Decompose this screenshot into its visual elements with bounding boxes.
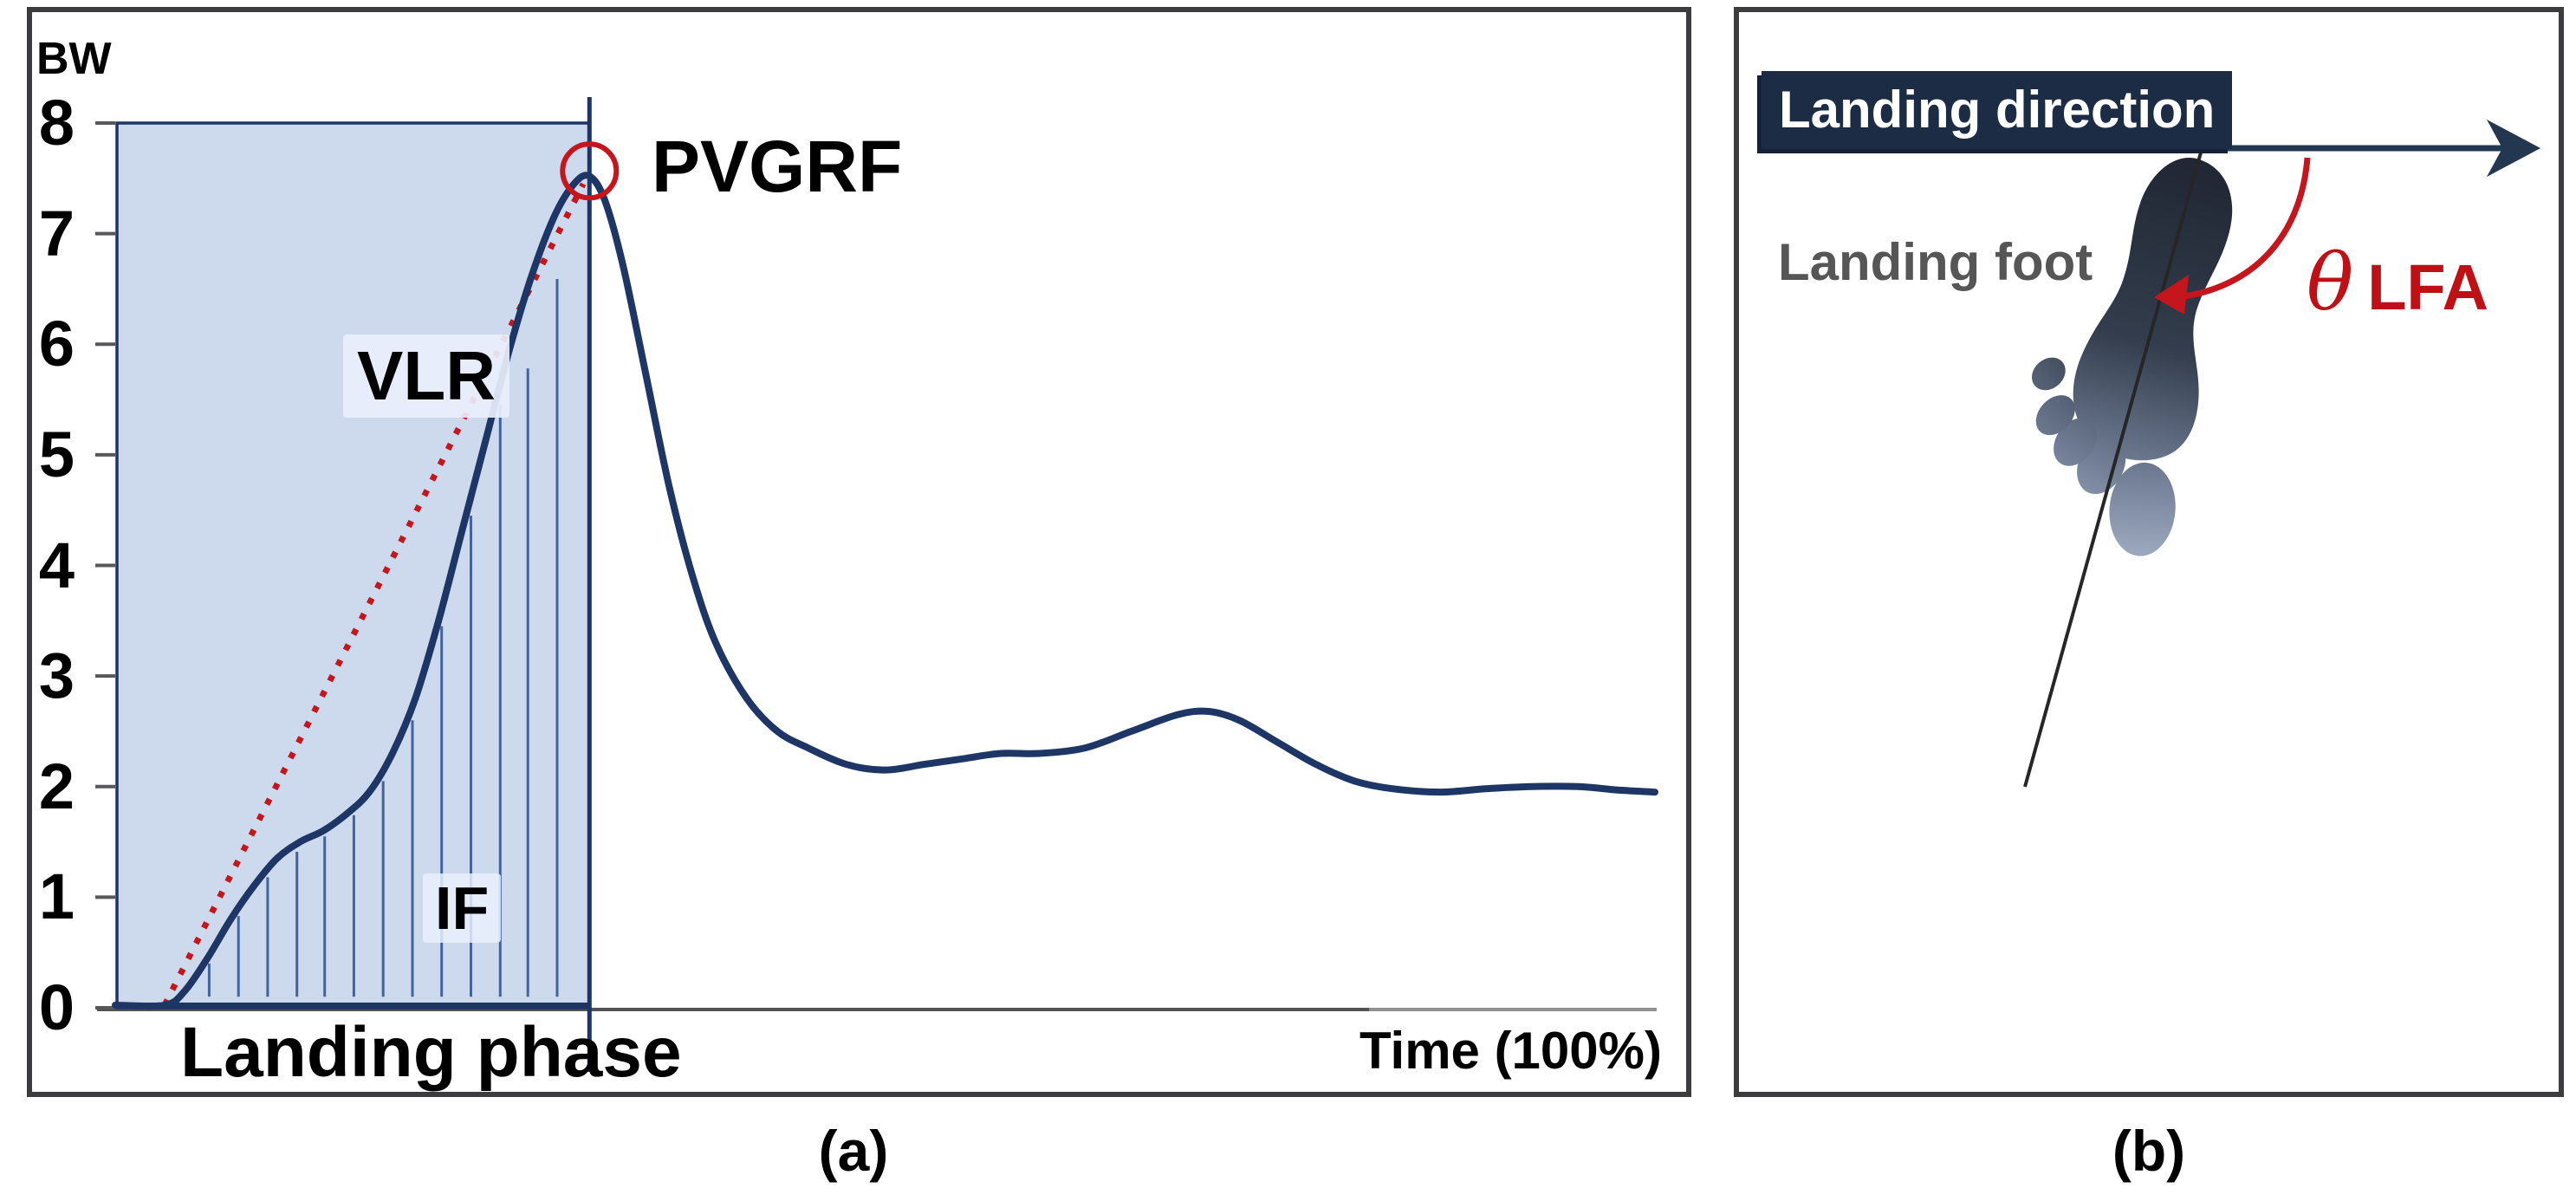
y-tick-label-3: 3: [38, 639, 75, 711]
y-tick-label-2: 2: [38, 750, 75, 822]
footprint-big-toe: [2109, 462, 2176, 556]
grf-curve: [112, 172, 1658, 1010]
footprint-sole: [2073, 158, 2233, 461]
grf-chart: [95, 97, 1658, 1072]
theta-symbol: θ: [2307, 237, 2354, 328]
footprint-toe-5: [2031, 357, 2066, 391]
footprint-toe-3: [2054, 418, 2097, 466]
landing-foot-label: Landing foot: [1778, 233, 2093, 291]
footprint: [2031, 158, 2233, 556]
pvgrf-annotation-label: PVGRF: [652, 126, 903, 207]
y-tick-label-1: 1: [38, 860, 75, 932]
caption-panel-b: (b): [2112, 1119, 2186, 1183]
x-axis-label: Time (100%): [1359, 1022, 1662, 1080]
vlr-dotted-line: [161, 182, 587, 1007]
lfa-angle-arc: [2179, 157, 2311, 301]
y-axis-ticks: [95, 121, 115, 1009]
lfa-arc-arrowhead-icon: [2154, 275, 2189, 315]
y-tick-label-6: 6: [38, 308, 75, 380]
foot-axis-line: [2023, 136, 2207, 788]
y-axis-unit-label: BW: [36, 34, 112, 84]
landing-direction-label: Landing direction: [1762, 71, 2233, 149]
lfa-angle-label: θ LFA: [2307, 244, 2488, 327]
landing-direction-arrowhead-icon: [2487, 120, 2540, 177]
footprint-toe-4: [2035, 395, 2075, 436]
pvgrf-marker-circle: [560, 141, 620, 201]
y-tick-label-7: 7: [38, 198, 75, 269]
y-tick-label-4: 4: [38, 529, 75, 601]
lfa-text: LFA: [2367, 251, 2488, 323]
y-tick-label-8: 8: [38, 87, 75, 159]
vlr-annotation-label: VLR: [343, 334, 509, 418]
landing-foot-diagram: [1763, 120, 2540, 788]
y-tick-label-5: 5: [38, 419, 75, 490]
y-tick-label-0: 0: [38, 971, 75, 1043]
landing-phase-label: Landing phase: [180, 1013, 682, 1092]
if-annotation-label: IF: [423, 873, 502, 943]
caption-panel-a: (a): [818, 1119, 889, 1183]
